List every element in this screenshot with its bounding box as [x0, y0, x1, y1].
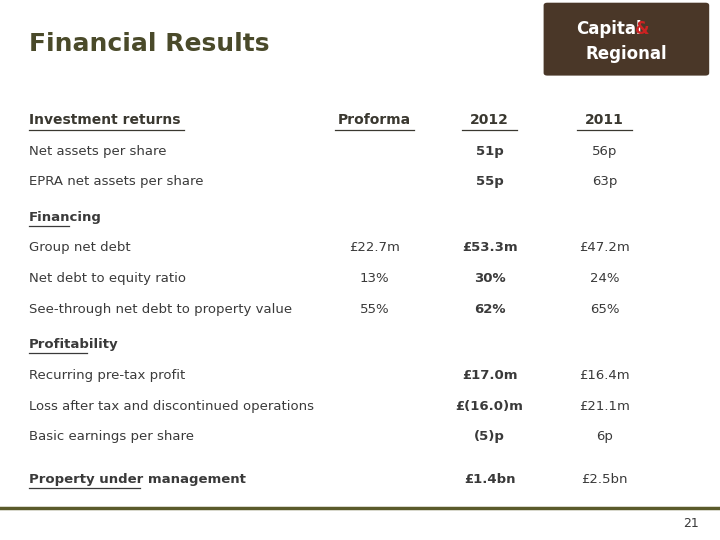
Text: Property under management: Property under management: [29, 473, 246, 486]
Text: 55p: 55p: [476, 176, 503, 188]
Text: Capital: Capital: [576, 20, 642, 38]
Text: 24%: 24%: [590, 272, 619, 285]
Text: 21: 21: [683, 517, 698, 530]
Text: £22.7m: £22.7m: [349, 241, 400, 254]
Text: 65%: 65%: [590, 303, 619, 316]
Text: £17.0m: £17.0m: [462, 369, 518, 382]
Text: Proforma: Proforma: [338, 113, 411, 127]
Text: &: &: [635, 20, 649, 38]
Text: 63p: 63p: [592, 176, 618, 188]
Text: 6p: 6p: [596, 430, 613, 443]
Text: Net debt to equity ratio: Net debt to equity ratio: [29, 272, 186, 285]
Text: Net assets per share: Net assets per share: [29, 145, 166, 158]
Text: Recurring pre-tax profit: Recurring pre-tax profit: [29, 369, 185, 382]
Text: 55%: 55%: [359, 303, 390, 316]
Text: £1.4bn: £1.4bn: [464, 473, 516, 486]
Text: Loss after tax and discontinued operations: Loss after tax and discontinued operatio…: [29, 400, 314, 413]
Text: Financial Results: Financial Results: [29, 32, 269, 56]
Text: EPRA net assets per share: EPRA net assets per share: [29, 176, 203, 188]
Text: 13%: 13%: [359, 272, 390, 285]
Text: Regional: Regional: [585, 45, 667, 63]
Text: £21.1m: £21.1m: [580, 400, 630, 413]
Text: 30%: 30%: [474, 272, 505, 285]
Text: £(16.0)m: £(16.0)m: [456, 400, 523, 413]
Text: £53.3m: £53.3m: [462, 241, 518, 254]
FancyBboxPatch shape: [544, 3, 709, 76]
Text: Financing: Financing: [29, 211, 102, 224]
Text: £16.4m: £16.4m: [580, 369, 630, 382]
Text: £47.2m: £47.2m: [580, 241, 630, 254]
Text: 2011: 2011: [585, 113, 624, 127]
Text: Investment returns: Investment returns: [29, 113, 180, 127]
Text: 51p: 51p: [476, 145, 503, 158]
Text: Profitability: Profitability: [29, 338, 118, 351]
Text: (5)p: (5)p: [474, 430, 505, 443]
Text: Basic earnings per share: Basic earnings per share: [29, 430, 194, 443]
Text: 56p: 56p: [592, 145, 618, 158]
Text: 2012: 2012: [470, 113, 509, 127]
Text: £2.5bn: £2.5bn: [582, 473, 628, 486]
Text: 62%: 62%: [474, 303, 505, 316]
Text: Group net debt: Group net debt: [29, 241, 130, 254]
Text: See-through net debt to property value: See-through net debt to property value: [29, 303, 292, 316]
